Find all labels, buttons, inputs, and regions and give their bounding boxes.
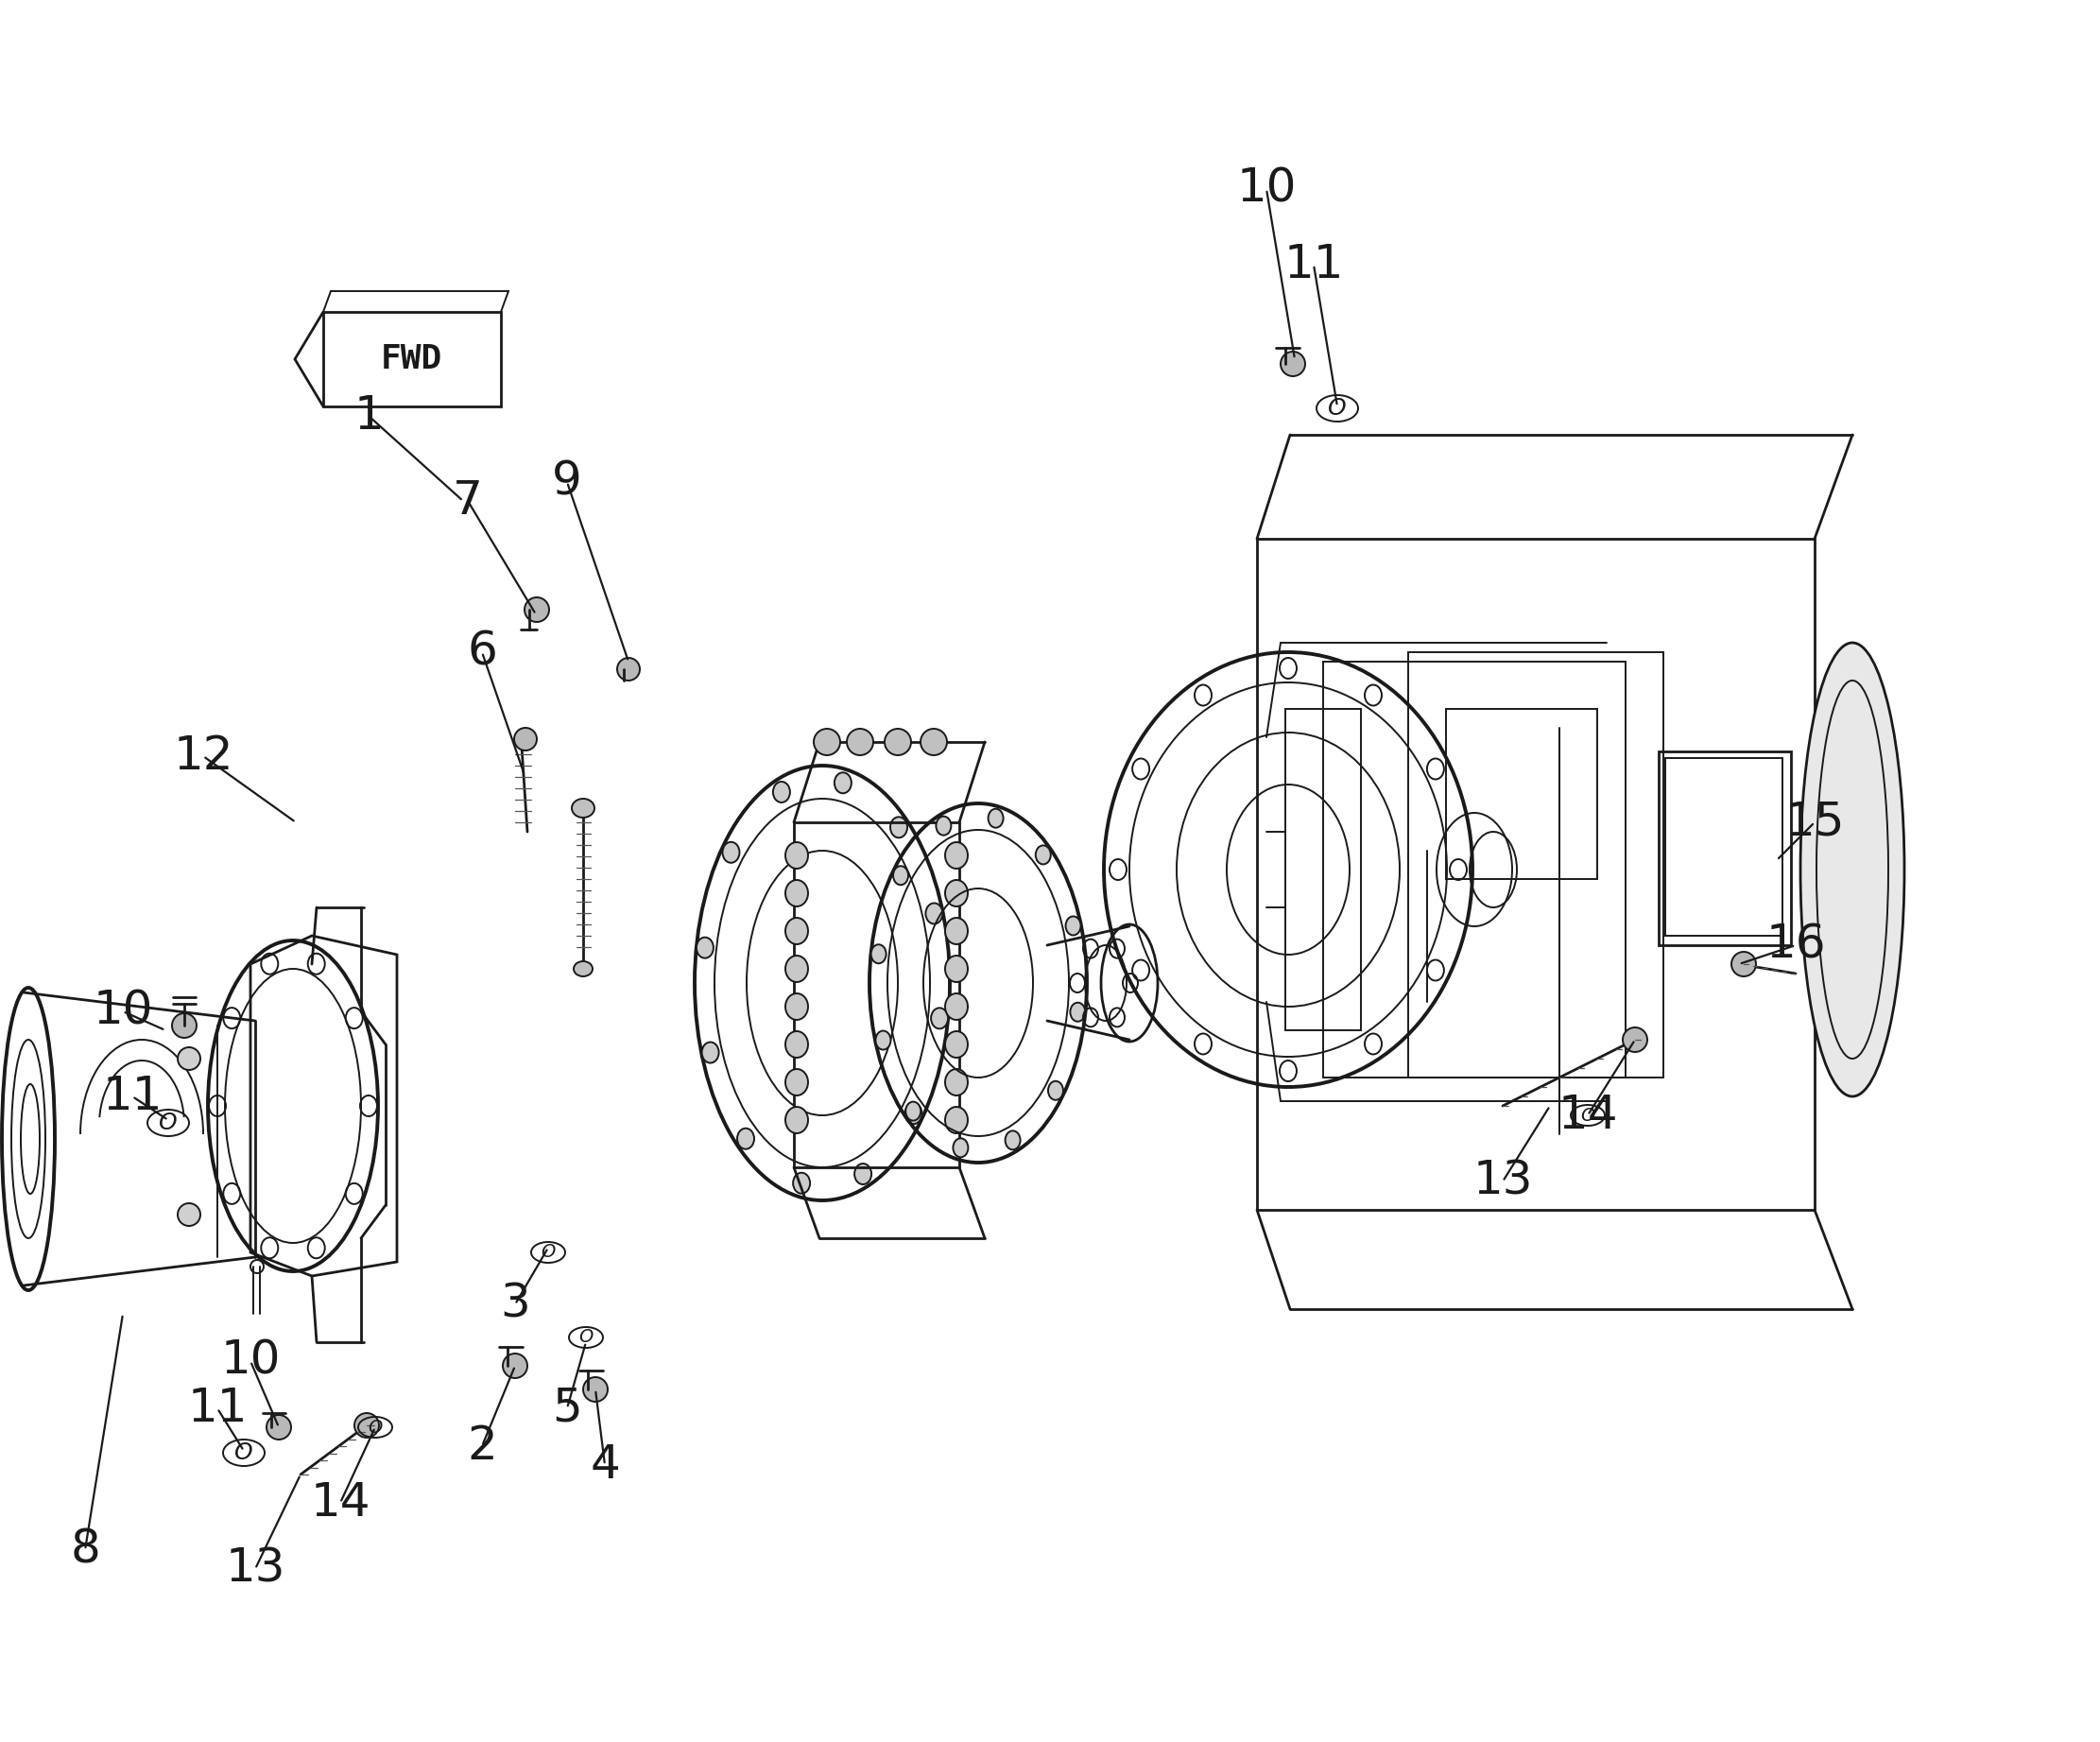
Bar	[794, 822, 960, 1167]
Ellipse shape	[855, 1164, 872, 1185]
Ellipse shape	[697, 937, 714, 958]
Ellipse shape	[945, 918, 968, 944]
Text: O: O	[542, 1244, 554, 1261]
Text: 9: 9	[552, 460, 582, 505]
Ellipse shape	[989, 808, 1004, 827]
Ellipse shape	[1800, 643, 1905, 1096]
Ellipse shape	[502, 1354, 527, 1378]
Text: 14: 14	[1558, 1092, 1617, 1138]
Text: O: O	[367, 1418, 382, 1435]
Text: 13: 13	[225, 1547, 286, 1592]
Bar	[1285, 709, 1361, 1030]
Ellipse shape	[846, 728, 874, 756]
Text: O: O	[160, 1111, 178, 1134]
Ellipse shape	[1730, 951, 1756, 976]
Ellipse shape	[785, 880, 808, 906]
Text: 10: 10	[92, 989, 153, 1035]
Ellipse shape	[945, 1070, 968, 1096]
Text: 15: 15	[1785, 800, 1844, 845]
Text: 6: 6	[466, 629, 498, 674]
Text: FWD: FWD	[380, 343, 441, 375]
Bar	[1665, 758, 1783, 935]
Ellipse shape	[571, 798, 594, 817]
Ellipse shape	[945, 1031, 968, 1057]
Ellipse shape	[945, 1106, 968, 1134]
Ellipse shape	[701, 1042, 718, 1063]
Ellipse shape	[926, 902, 943, 923]
Ellipse shape	[785, 956, 808, 982]
Ellipse shape	[267, 1415, 292, 1439]
Ellipse shape	[905, 1103, 922, 1124]
Ellipse shape	[355, 1413, 378, 1437]
Ellipse shape	[1071, 1003, 1086, 1021]
Ellipse shape	[876, 1031, 890, 1050]
Text: O: O	[1327, 397, 1346, 420]
Ellipse shape	[525, 598, 548, 622]
Ellipse shape	[945, 956, 968, 982]
Ellipse shape	[172, 1014, 197, 1038]
Ellipse shape	[178, 1047, 200, 1070]
Ellipse shape	[890, 817, 907, 838]
Ellipse shape	[617, 658, 640, 681]
Ellipse shape	[785, 841, 808, 869]
Bar	[1323, 662, 1625, 1078]
Text: 11: 11	[103, 1073, 162, 1118]
Text: 11: 11	[1283, 242, 1344, 287]
Ellipse shape	[178, 1204, 200, 1226]
Ellipse shape	[1048, 1082, 1063, 1099]
Text: O: O	[235, 1441, 254, 1463]
Text: 4: 4	[590, 1442, 620, 1488]
Ellipse shape	[722, 841, 739, 862]
Ellipse shape	[794, 1172, 811, 1193]
Ellipse shape	[905, 1101, 920, 1120]
Ellipse shape	[785, 993, 808, 1019]
Ellipse shape	[785, 1106, 808, 1134]
Ellipse shape	[945, 880, 968, 906]
Ellipse shape	[813, 728, 840, 756]
Text: 10: 10	[220, 1338, 281, 1383]
Text: 16: 16	[1766, 923, 1825, 969]
Ellipse shape	[945, 993, 968, 1019]
Bar	[1447, 709, 1598, 880]
Ellipse shape	[884, 728, 911, 756]
Ellipse shape	[1065, 916, 1082, 935]
Ellipse shape	[930, 1009, 947, 1030]
Bar	[1409, 652, 1663, 1078]
Text: 14: 14	[311, 1481, 370, 1526]
Text: 2: 2	[466, 1423, 498, 1469]
Ellipse shape	[773, 782, 790, 803]
Text: 13: 13	[1472, 1158, 1533, 1204]
Text: O: O	[1581, 1106, 1596, 1124]
Ellipse shape	[953, 1138, 968, 1157]
Ellipse shape	[1006, 1131, 1021, 1150]
Ellipse shape	[1623, 1028, 1646, 1052]
Text: 3: 3	[500, 1282, 529, 1327]
Text: 10: 10	[1237, 165, 1296, 213]
Ellipse shape	[834, 772, 851, 793]
Ellipse shape	[785, 1070, 808, 1096]
Text: 12: 12	[172, 733, 233, 779]
Ellipse shape	[785, 918, 808, 944]
Ellipse shape	[892, 866, 909, 885]
Ellipse shape	[920, 728, 947, 756]
Text: O: O	[580, 1329, 592, 1347]
Ellipse shape	[573, 962, 592, 976]
Text: 7: 7	[454, 479, 483, 524]
Ellipse shape	[785, 1031, 808, 1057]
Ellipse shape	[584, 1378, 607, 1402]
Ellipse shape	[1035, 845, 1050, 864]
Ellipse shape	[872, 944, 886, 963]
Ellipse shape	[514, 728, 538, 751]
Ellipse shape	[1281, 352, 1306, 376]
Text: 11: 11	[187, 1385, 248, 1430]
Ellipse shape	[945, 841, 968, 869]
Text: 8: 8	[69, 1528, 101, 1573]
Text: 1: 1	[353, 394, 384, 439]
Ellipse shape	[737, 1129, 754, 1150]
Text: 5: 5	[552, 1385, 582, 1430]
Ellipse shape	[937, 817, 951, 834]
Bar	[1659, 751, 1791, 946]
